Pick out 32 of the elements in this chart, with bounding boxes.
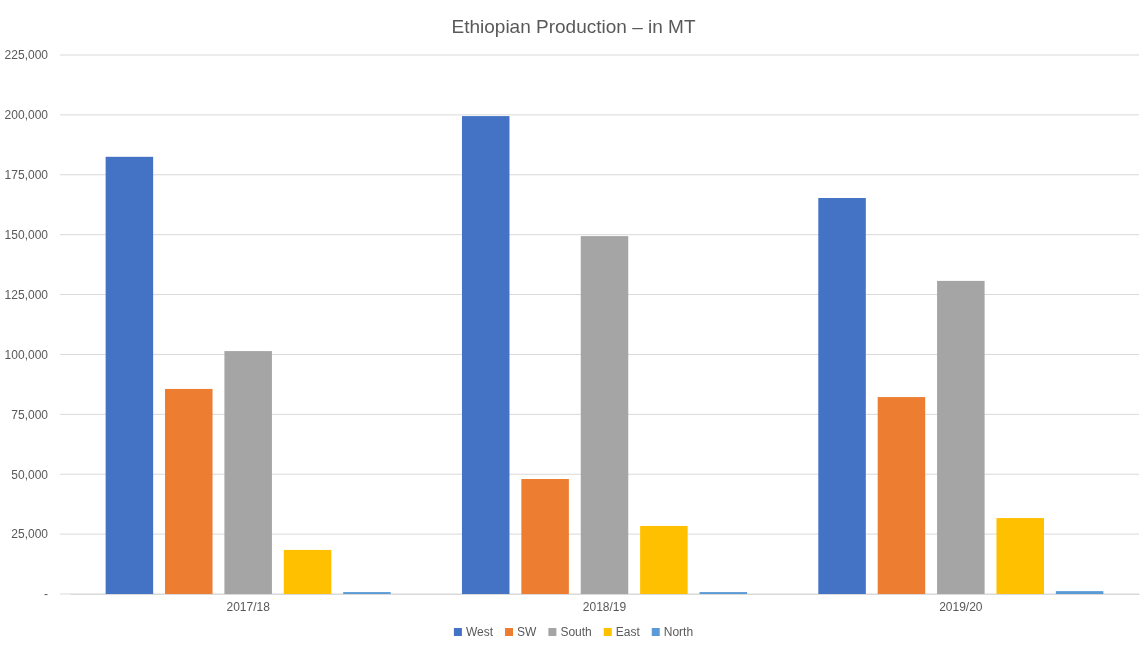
bar — [937, 280, 985, 594]
legend-label: SW — [517, 625, 538, 639]
y-tick-label: - — [44, 587, 48, 602]
y-tick-label: 200,000 — [4, 108, 49, 123]
y-tick-label: 125,000 — [4, 287, 49, 302]
y-tick-label: 100,000 — [4, 347, 49, 362]
bar — [461, 116, 510, 594]
legend-label: North — [663, 625, 694, 639]
y-tick-label: 225,000 — [4, 48, 49, 63]
bar — [1055, 591, 1104, 594]
bar — [640, 525, 688, 594]
legend-label: West — [465, 625, 494, 639]
bar — [877, 397, 926, 594]
legend-label: East — [615, 625, 641, 639]
bar — [580, 236, 629, 594]
bar — [283, 549, 332, 594]
y-tick-label: 150,000 — [4, 228, 49, 243]
y-tick-label: 75,000 — [11, 407, 49, 422]
bar — [105, 156, 154, 594]
x-tick-label: 2018/19 — [582, 599, 627, 614]
bar — [224, 351, 272, 594]
bar — [521, 479, 569, 594]
bar — [996, 518, 1044, 594]
bar — [818, 198, 866, 594]
y-tick-label: 50,000 — [11, 467, 49, 482]
chart-title: Ethiopian Production – in MT — [451, 16, 696, 37]
bar — [165, 388, 213, 594]
y-tick-label: 25,000 — [11, 527, 49, 542]
x-tick-label: 2017/18 — [226, 599, 271, 614]
y-tick-label: 175,000 — [4, 168, 49, 183]
legend-label: South — [560, 625, 592, 639]
x-tick-label: 2019/20 — [939, 599, 983, 614]
